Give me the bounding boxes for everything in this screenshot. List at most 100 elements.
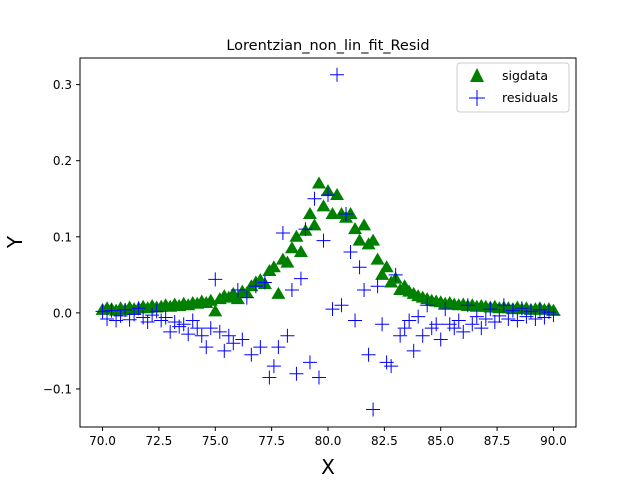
residuals-point	[325, 302, 340, 317]
residuals-point	[474, 321, 489, 336]
residuals-point	[104, 303, 119, 318]
sigdata-point	[375, 267, 390, 280]
legend-marker-sigdata	[470, 68, 484, 82]
residuals-point	[194, 328, 209, 343]
residuals-point	[546, 308, 561, 323]
sigdata-point	[302, 206, 317, 219]
y-axis-label: Y	[3, 235, 27, 249]
y-tick-label: 0.3	[53, 78, 72, 92]
residuals-point	[438, 302, 453, 317]
y-tick-label: 0.1	[53, 230, 72, 244]
residuals-point	[429, 317, 444, 332]
residuals-point	[311, 370, 326, 385]
residuals-point	[266, 359, 281, 374]
residuals-point	[185, 313, 200, 328]
residuals-point	[307, 191, 322, 206]
x-tick-label: 72.5	[146, 434, 173, 448]
sigdata-point	[379, 260, 394, 273]
legend-label-sigdata: sigdata	[502, 68, 548, 83]
sigdata-point	[343, 206, 358, 219]
residuals-point	[176, 317, 191, 332]
residuals-point	[451, 313, 466, 328]
residuals-point	[361, 347, 376, 362]
residuals-point	[501, 311, 516, 326]
residuals-point	[248, 279, 263, 294]
sigdata-point	[325, 206, 340, 219]
residuals-point	[334, 298, 349, 313]
residuals-point	[348, 313, 363, 328]
residuals-point	[280, 328, 295, 343]
y-tick-label: 0.2	[53, 154, 72, 168]
legend-box	[456, 62, 570, 113]
residuals-point	[203, 321, 218, 336]
sigdata-point	[311, 176, 326, 189]
residuals-point	[514, 301, 529, 316]
residuals-point	[181, 327, 196, 342]
residuals-point	[510, 313, 525, 328]
sigdata-point	[330, 187, 345, 200]
residuals-point	[230, 283, 245, 298]
x-tick-label: 77.5	[258, 434, 285, 448]
residuals-point	[478, 311, 493, 326]
residuals-point	[523, 304, 538, 319]
x-axis-label: X	[321, 455, 335, 479]
residuals-point	[460, 298, 475, 313]
residuals-point	[397, 321, 412, 336]
sigdata-point	[271, 286, 286, 299]
residuals-point	[253, 340, 268, 355]
y-axis: −0.1 0.0 0.1 0.2 0.3	[43, 78, 80, 396]
residuals-point	[330, 67, 345, 82]
residuals-point	[420, 298, 435, 313]
sigdata-point	[266, 260, 281, 273]
y-tick-label: 0.0	[53, 306, 72, 320]
residuals-point	[433, 332, 448, 347]
x-tick-label: 75.0	[202, 434, 229, 448]
sigdata-point	[366, 233, 381, 246]
residuals-point	[271, 340, 286, 355]
sigdata-point	[307, 218, 322, 231]
residuals-point	[257, 275, 272, 290]
residuals-point	[158, 310, 173, 325]
residuals-point	[239, 290, 254, 305]
residuals-point	[505, 303, 520, 318]
residuals-point	[289, 366, 304, 381]
sigdata-point	[230, 292, 245, 305]
sigdata-point	[352, 233, 367, 246]
residuals-point	[235, 332, 250, 347]
residuals-point	[388, 267, 403, 282]
residuals-point	[393, 328, 408, 343]
residuals-point	[221, 328, 236, 343]
residuals-point	[208, 272, 223, 287]
residuals-point	[321, 187, 335, 202]
x-tick-label: 85.0	[427, 434, 454, 448]
residuals-point	[496, 298, 511, 313]
residuals-point	[190, 321, 205, 336]
residuals-point	[384, 359, 399, 374]
residuals-point	[469, 309, 484, 324]
residuals-point	[212, 324, 227, 339]
residuals-point	[293, 271, 308, 286]
residuals-point	[95, 304, 110, 319]
sigdata-point	[370, 252, 385, 265]
residuals-point	[100, 311, 115, 326]
residuals-point	[275, 225, 290, 240]
sigdata-point	[316, 199, 331, 212]
x-tick-label: 90.0	[540, 434, 567, 448]
series-residuals	[95, 67, 561, 417]
residuals-point	[415, 328, 430, 343]
y-tick-label: −0.1	[43, 382, 72, 396]
residuals-point	[244, 347, 259, 362]
residuals-point	[528, 311, 543, 326]
plot-frame	[79, 57, 577, 428]
chart-title: Lorentzian_non_lin_fit_Resid	[226, 38, 429, 54]
legend: sigdata residuals	[456, 62, 570, 113]
residuals-point	[370, 279, 385, 294]
residuals-point	[149, 304, 164, 319]
x-tick-label: 80.0	[315, 434, 342, 448]
x-tick-label: 70.0	[89, 434, 116, 448]
residuals-point	[483, 302, 498, 317]
sigdata-point	[280, 255, 295, 268]
residuals-point	[357, 283, 372, 298]
residuals-point	[366, 402, 381, 417]
sigdata-point	[357, 218, 372, 231]
